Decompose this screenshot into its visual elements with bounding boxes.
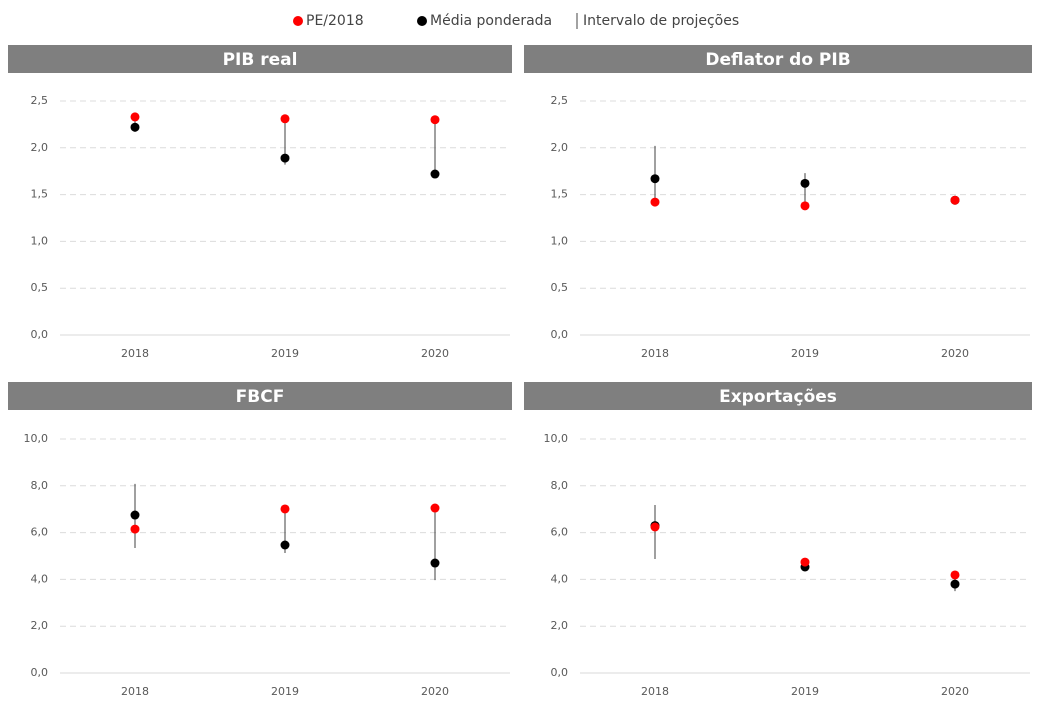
data-point	[950, 579, 960, 589]
data-point	[130, 524, 140, 534]
data-point	[650, 197, 660, 207]
panel-title: FBCF	[236, 387, 285, 407]
panel-title: Exportações	[719, 387, 837, 407]
y-tick-label: 1,0	[31, 234, 49, 247]
panel-header	[524, 45, 1032, 73]
y-tick-label: 2,0	[551, 141, 569, 154]
data-point	[800, 178, 810, 188]
data-point	[280, 153, 290, 163]
x-tick-label: 2019	[791, 347, 819, 360]
data-point	[950, 195, 960, 205]
y-tick-label: 10,0	[24, 432, 49, 445]
panel-header	[8, 382, 512, 410]
x-tick-label: 2019	[271, 347, 299, 360]
legend-label: Média ponderada	[430, 13, 552, 29]
y-tick-label: 2,5	[31, 94, 49, 107]
data-point	[130, 122, 140, 132]
x-tick-label: 2020	[421, 347, 449, 360]
y-tick-label: 2,0	[31, 619, 49, 632]
data-point	[650, 522, 660, 532]
data-point	[430, 558, 440, 568]
panel-title: Deflator do PIB	[705, 50, 850, 70]
y-tick-label: 0,0	[31, 666, 49, 679]
x-tick-label: 2020	[941, 685, 969, 698]
data-point	[430, 169, 440, 179]
y-tick-label: 0,0	[31, 328, 49, 341]
y-tick-label: 4,0	[551, 572, 569, 585]
y-tick-label: 2,0	[551, 619, 569, 632]
data-point	[280, 504, 290, 514]
x-tick-label: 2019	[791, 685, 819, 698]
y-tick-label: 8,0	[551, 479, 569, 492]
y-tick-label: 0,5	[31, 281, 49, 294]
x-tick-label: 2020	[941, 347, 969, 360]
y-tick-label: 0,5	[551, 281, 569, 294]
data-point	[800, 201, 810, 211]
data-point	[130, 112, 140, 122]
y-tick-label: 1,0	[551, 234, 569, 247]
data-point	[800, 557, 810, 567]
panel-header	[524, 382, 1032, 410]
y-tick-label: 6,0	[31, 526, 49, 539]
x-tick-label: 2018	[641, 685, 669, 698]
y-tick-label: 2,5	[551, 94, 569, 107]
x-tick-label: 2018	[121, 347, 149, 360]
y-tick-label: 1,5	[551, 188, 569, 201]
x-tick-label: 2019	[271, 685, 299, 698]
data-point	[950, 570, 960, 580]
y-tick-label: 2,0	[31, 141, 49, 154]
legend-marker	[417, 16, 427, 26]
y-tick-label: 8,0	[31, 479, 49, 492]
data-point	[430, 503, 440, 513]
data-point	[280, 540, 290, 550]
data-point	[430, 115, 440, 125]
data-point	[650, 174, 660, 184]
y-tick-label: 0,0	[551, 328, 569, 341]
y-tick-label: 10,0	[544, 432, 569, 445]
x-tick-label: 2020	[421, 685, 449, 698]
panel-title: PIB real	[223, 50, 298, 70]
x-tick-label: 2018	[641, 347, 669, 360]
legend-label: Intervalo de projeções	[583, 13, 739, 29]
y-tick-label: 6,0	[551, 526, 569, 539]
y-tick-label: 0,0	[551, 666, 569, 679]
legend-label: PE/2018	[306, 13, 364, 29]
y-tick-label: 4,0	[31, 572, 49, 585]
data-point	[130, 510, 140, 520]
legend: PE/2018 Média ponderada Intervalo de pro…	[293, 13, 739, 29]
data-point	[280, 114, 290, 124]
legend-marker	[293, 16, 303, 26]
y-tick-label: 1,5	[31, 188, 49, 201]
panel-header	[8, 45, 512, 73]
x-tick-label: 2018	[121, 685, 149, 698]
